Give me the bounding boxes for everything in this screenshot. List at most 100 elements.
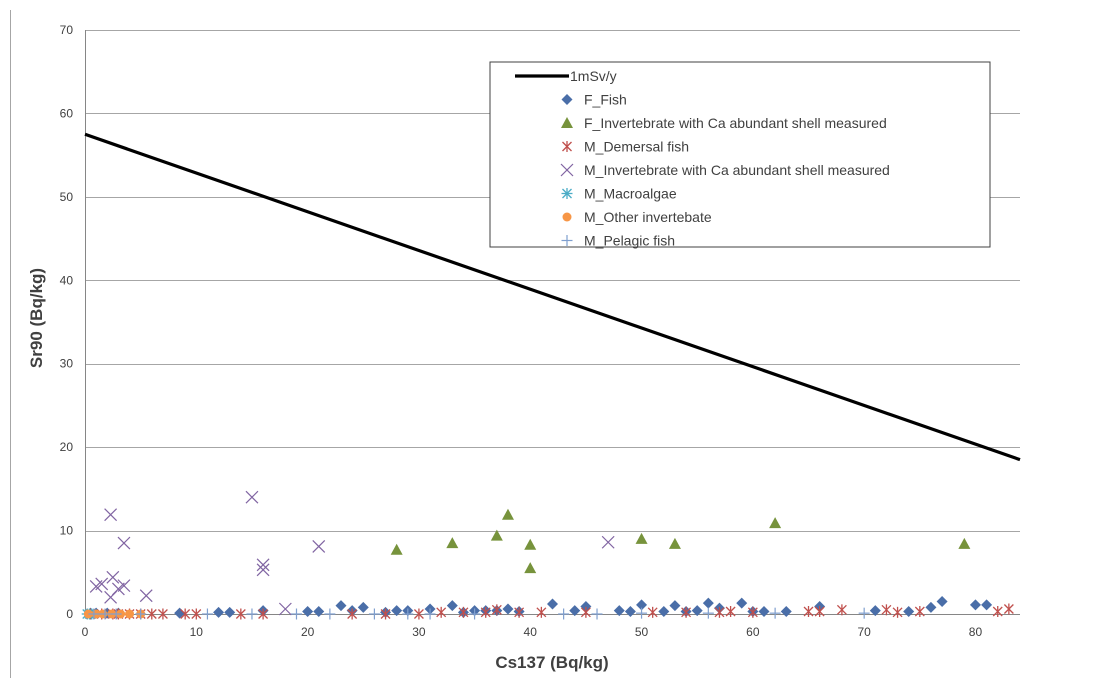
point-f-fish-25	[569, 605, 581, 617]
point-m-demersal-fish-34	[1003, 603, 1014, 615]
point-m-demersal-fish-7	[157, 608, 168, 620]
point-m-demersal-fish-18	[491, 604, 502, 616]
point-m-invertebrate-with-ca-abundant-shell-measured-8	[139, 589, 153, 603]
point-m-pelagic-fish-3	[135, 608, 147, 620]
point-f-fish-14	[391, 605, 403, 617]
point-f-fish-28	[624, 605, 636, 617]
point-m-demersal-fish-30	[881, 604, 892, 616]
legend-label-f-invertebrate-with-ca-abundant-shell-measured: F_Invertebrate with Ca abundant shell me…	[584, 115, 887, 131]
point-m-pelagic-fish-13	[591, 608, 603, 620]
x-tick-label-50: 50	[635, 625, 649, 639]
point-f-fish-39	[780, 605, 792, 617]
line-1msv-y	[84, 132, 1021, 462]
point-f-fish-45	[969, 599, 981, 611]
point-f-fish-17	[446, 600, 458, 612]
point-f-invertebrate-with-ca-abundant-shell-measured-5	[524, 562, 537, 574]
point-f-fish-34	[702, 597, 714, 609]
point-m-demersal-fish-14	[413, 608, 424, 620]
point-f-fish-29	[636, 599, 648, 611]
point-f-fish-12	[357, 601, 369, 613]
point-m-invertebrate-with-ca-abundant-shell-measured-9	[245, 490, 259, 504]
point-m-pelagic-fish-1	[99, 608, 111, 620]
legend-box	[489, 61, 991, 248]
y-tick-label-30: 30	[60, 357, 74, 371]
x-tick-label-30: 30	[412, 625, 426, 639]
x-tick-label-40: 40	[524, 625, 538, 639]
point-m-demersal-fish-13	[380, 608, 391, 620]
point-m-pelagic-fish-11	[469, 608, 481, 620]
y-tick-label-10: 10	[60, 524, 74, 538]
point-f-invertebrate-with-ca-abundant-shell-measured-3	[501, 508, 514, 520]
point-m-pelagic-fish-6	[290, 608, 302, 620]
legend-label-m-other-invertebate: M_Other invertebate	[584, 209, 712, 225]
point-m-demersal-fish-20	[536, 606, 547, 618]
legend-swatch-f-fish	[561, 94, 573, 105]
series-m-invertebrate-with-ca-abundant-shell-measured	[89, 490, 615, 616]
y-tick-label-40: 40	[60, 273, 74, 287]
point-f-invertebrate-with-ca-abundant-shell-measured-1	[446, 537, 459, 549]
point-m-pelagic-fish-10	[424, 608, 436, 620]
point-m-pelagic-fish-4	[201, 608, 213, 620]
point-f-fish-42	[903, 605, 915, 617]
point-f-fish-46	[981, 599, 993, 611]
legend-swatch-m-demersal-fish	[562, 141, 572, 152]
point-f-fish-10	[335, 600, 347, 612]
legend: 1mSv/y F_Fish F_Invertebrate with Ca abund…	[489, 61, 991, 249]
point-m-demersal-fish-24	[714, 606, 725, 618]
legend-label-m-macroalgae: M_Macroalgae	[584, 186, 677, 202]
point-f-invertebrate-with-ca-abundant-shell-measured-4	[524, 538, 537, 550]
point-f-fish-24	[547, 598, 558, 610]
point-m-pelagic-fish-15	[702, 607, 714, 619]
point-m-demersal-fish-23	[681, 606, 692, 618]
point-m-demersal-fish-16	[458, 606, 469, 618]
point-m-invertebrate-with-ca-abundant-shell-measured-5	[111, 582, 125, 596]
series-1msv-y	[84, 132, 1021, 462]
legend-swatch-f-invertebrate-with-ca-abundant-shell-measured	[561, 117, 573, 128]
point-m-other-invertebate-5	[125, 609, 135, 619]
point-m-pelagic-fish-8	[368, 608, 380, 620]
point-f-invertebrate-with-ca-abundant-shell-measured-2	[490, 529, 503, 541]
legend-swatch-m-invertebrate-with-ca-abundant-shell-measured	[560, 163, 574, 177]
point-m-demersal-fish-17	[480, 606, 491, 618]
point-m-demersal-fish-25	[725, 605, 736, 617]
point-m-invertebrate-with-ca-abundant-shell-measured-12	[278, 602, 292, 616]
x-axis-title: Cs137 (Bq/kg)	[495, 653, 608, 672]
point-m-invertebrate-with-ca-abundant-shell-measured-6	[117, 579, 131, 593]
legend-label-m-invertebrate-with-ca-abundant-shell-measured: M_Invertebrate with Ca abundant shell me…	[584, 162, 890, 178]
point-m-demersal-fish-19	[514, 606, 525, 618]
point-f-invertebrate-with-ca-abundant-shell-measured-7	[668, 537, 681, 549]
y-tick-label-50: 50	[60, 190, 74, 204]
point-m-demersal-fish-11	[258, 608, 269, 620]
x-tick-label-80: 80	[969, 625, 983, 639]
legend-label-1msv-y: 1mSv/y	[570, 68, 617, 84]
point-m-pelagic-fish-16	[769, 607, 781, 619]
point-m-pelagic-fish-14	[636, 607, 648, 619]
point-m-pelagic-fish-7	[324, 608, 336, 620]
point-m-invertebrate-with-ca-abundant-shell-measured-1	[95, 577, 109, 591]
point-m-other-invertebate-0	[83, 609, 93, 619]
point-m-invertebrate-with-ca-abundant-shell-measured-2	[104, 508, 118, 522]
point-m-invertebrate-with-ca-abundant-shell-measured-10	[256, 563, 270, 577]
point-f-invertebrate-with-ca-abundant-shell-measured-9	[958, 537, 971, 549]
point-f-fish-6	[224, 606, 236, 618]
legend-swatch-m-other-invertebate	[562, 212, 572, 222]
point-m-demersal-fish-26	[747, 606, 758, 618]
legend-label-f-fish: F_Fish	[584, 92, 627, 108]
legend-label-m-pelagic-fish: M_Pelagic fish	[584, 233, 675, 249]
point-f-fish-36	[736, 597, 748, 609]
point-m-demersal-fish-15	[436, 606, 447, 618]
point-m-invertebrate-with-ca-abundant-shell-measured-7	[117, 536, 131, 550]
point-m-invertebrate-with-ca-abundant-shell-measured-13	[312, 539, 326, 553]
legend-label-m-demersal-fish: M_Demersal fish	[584, 139, 689, 155]
y-tick-label-70: 70	[60, 23, 74, 37]
x-tick-label-10: 10	[190, 625, 204, 639]
point-f-fish-31	[669, 600, 681, 612]
point-m-demersal-fish-21	[580, 606, 591, 618]
point-m-demersal-fish-28	[814, 605, 825, 617]
legend-items: 1mSv/y F_Fish F_Invertebrate with Ca abund…	[515, 68, 890, 249]
point-m-demersal-fish-12	[347, 608, 358, 620]
point-f-fish-44	[936, 595, 948, 607]
point-m-pelagic-fish-0	[88, 608, 100, 620]
point-m-invertebrate-with-ca-abundant-shell-measured-14	[601, 535, 615, 549]
